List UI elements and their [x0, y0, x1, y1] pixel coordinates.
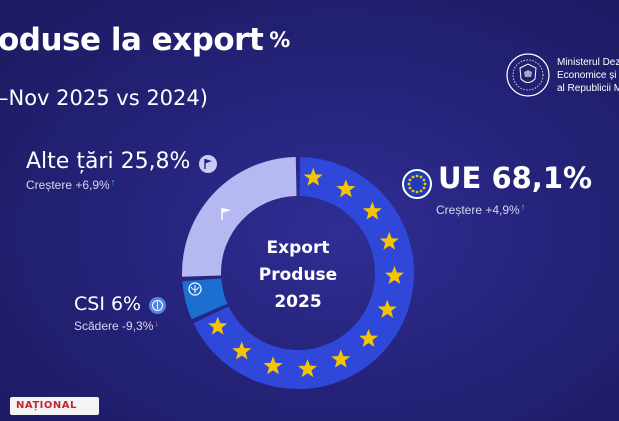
eu-star-icon — [331, 349, 351, 368]
arrow-up-icon: ↑ — [520, 201, 526, 212]
donut-slice-ue — [193, 157, 414, 390]
coat-of-arms-icon — [506, 53, 550, 97]
slice-label-alte-text: Alte țări 25,8% — [26, 149, 191, 174]
eu-star-icon — [377, 299, 397, 318]
eu-star-icon — [263, 356, 283, 375]
ministry-line: Economice și — [557, 70, 617, 81]
slice-change-csi: Scădere -9,3% — [74, 319, 154, 333]
eu-star-icon — [303, 167, 323, 186]
ministry-logo: Ministerul Dez Economice și al Republici… — [505, 52, 619, 102]
slice-label-csi: CSI 6% Scădere -9,3%↓ — [74, 293, 166, 333]
slice-change-alte: Creștere +6,9% — [26, 178, 110, 192]
eu-star-icon — [336, 179, 356, 198]
donut-slice-csi — [182, 278, 228, 320]
eu-star-icon — [232, 341, 252, 360]
eu-star-icon — [379, 231, 399, 250]
eu-flag-icon — [402, 168, 432, 199]
ministry-line: al Republicii M — [557, 83, 619, 94]
arrow-up-icon: ↑ — [110, 177, 116, 187]
donut-slice-alte-ri — [182, 157, 297, 277]
flag-icon — [221, 208, 231, 220]
eu-star-icon — [362, 201, 382, 220]
slice-label-csi-text: CSI 6% — [74, 293, 142, 315]
arrow-down-icon: ↓ — [154, 318, 159, 328]
ministry-name: Ministerul Dez Economice și al Republici… — [557, 56, 619, 95]
national-logo: NAȚIONAL — [10, 397, 99, 415]
csi-emblem-icon — [148, 297, 166, 315]
slice-change-ue: Creștere +4,9% — [436, 202, 520, 217]
slice-label-ue-text: UE 68,1% — [438, 161, 593, 195]
eu-star-icon — [298, 359, 318, 378]
slice-label-alte: Alte țări 25,8% Creștere +6,9%↑ — [26, 149, 217, 192]
eu-star-icon — [208, 316, 228, 335]
ministry-line: Ministerul Dez — [557, 57, 619, 68]
eu-star-icon — [384, 265, 404, 284]
center-label: Export Produse 2025 — [259, 238, 337, 312]
eu-star-icon — [359, 328, 379, 347]
center-label-line: 2025 — [274, 292, 321, 312]
page-title-text: oduse la export — [0, 22, 264, 58]
page-title-unit: % — [269, 28, 290, 52]
center-label-line: Produse — [259, 265, 337, 285]
page-subtitle: –Nov 2025 vs 2024) — [0, 86, 208, 110]
center-label-line: Export — [267, 238, 330, 258]
slice-label-ue: UE 68,1% Creștere +4,9%↑ — [402, 161, 592, 217]
csi-emblem-icon — [188, 282, 202, 296]
page-title: oduse la export% — [0, 22, 290, 58]
flag-icon — [198, 154, 217, 173]
